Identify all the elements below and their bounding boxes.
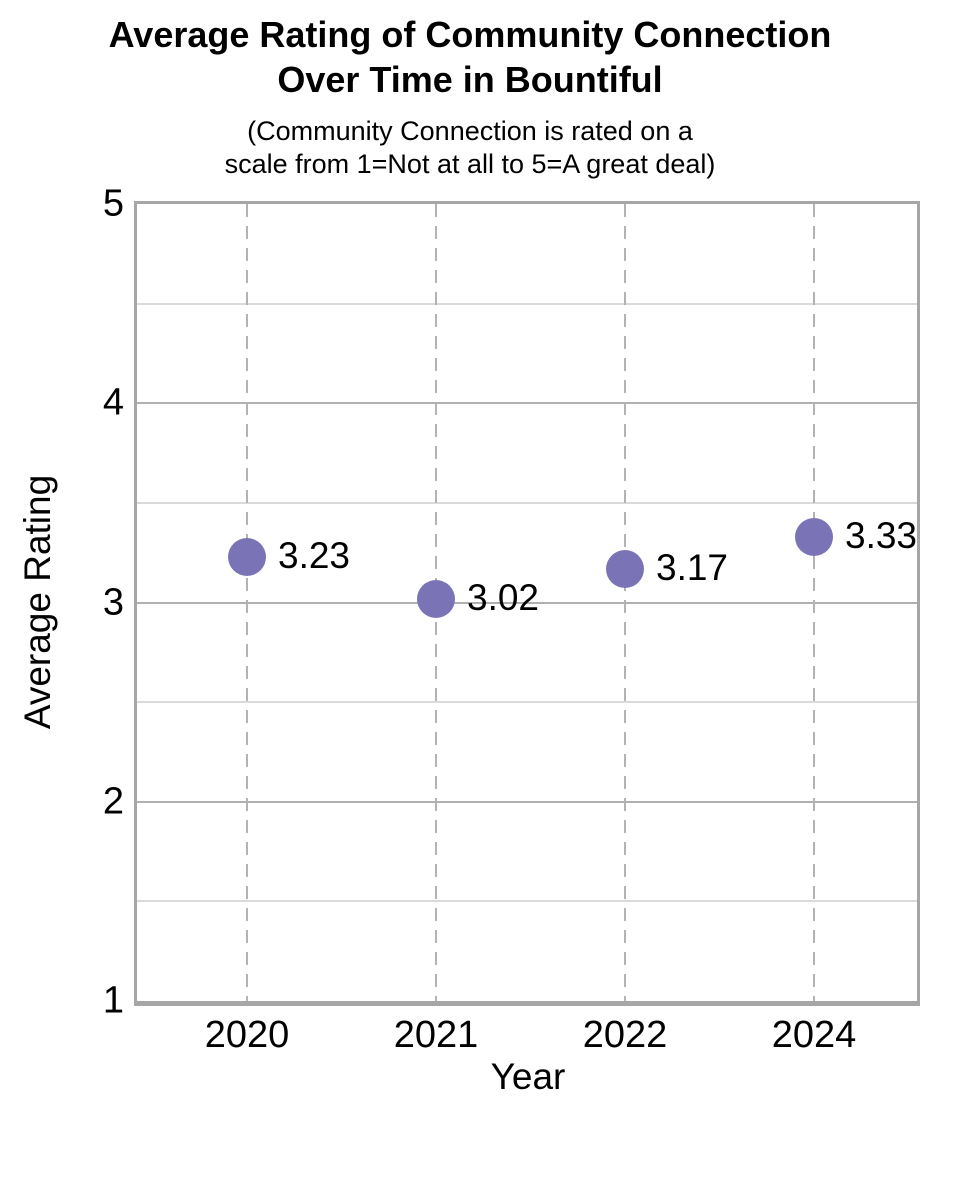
year-gridline: [813, 204, 815, 1001]
y-tick-label: 1: [102, 979, 124, 1022]
data-point-label: 3.02: [467, 576, 540, 618]
data-point: [228, 537, 266, 576]
x-tick-label: 2022: [582, 1014, 668, 1056]
data-point: [795, 517, 833, 556]
minor-gridline: [137, 501, 917, 504]
minor-gridline: [137, 900, 917, 903]
plot-area: 3.23 3.02 3.17 3.33: [134, 201, 920, 1006]
major-gridline: [137, 601, 917, 604]
year-gridline: [246, 204, 248, 1001]
data-point: [606, 549, 644, 588]
chart-subtitle-line1: (Community Connection is rated on a: [247, 116, 693, 146]
y-tick-label: 3: [102, 581, 124, 623]
chart-title-line1: Average Rating of Community Connection: [108, 14, 832, 55]
minor-gridline: [137, 302, 917, 305]
x-tick-label: 2020: [204, 1014, 290, 1056]
x-tick-label: 2021: [393, 1014, 479, 1056]
chart-subtitle-line2: scale from 1=Not at all to 5=A great dea…: [224, 149, 716, 179]
major-gridline: [137, 402, 917, 405]
y-tick-label: 4: [102, 381, 124, 424]
data-point-label: 3.33: [845, 514, 918, 556]
y-tick-label: 5: [102, 182, 124, 225]
year-gridline: [624, 204, 626, 1001]
data-point: [417, 579, 455, 618]
major-gridline: [137, 800, 917, 803]
y-tick-label: 2: [102, 780, 124, 823]
chart-title-line2: Over Time in Bountiful: [277, 59, 663, 100]
data-point-label: 3.17: [656, 546, 729, 588]
chart-subtitle: (Community Connection is rated on a scal…: [10, 115, 930, 181]
x-axis-title: Year: [490, 1056, 566, 1097]
chart-title: Average Rating of Community Connection O…: [10, 12, 930, 102]
x-tick-label: 2024: [771, 1014, 857, 1056]
minor-gridline: [137, 701, 917, 704]
data-point-label: 3.23: [278, 534, 351, 576]
